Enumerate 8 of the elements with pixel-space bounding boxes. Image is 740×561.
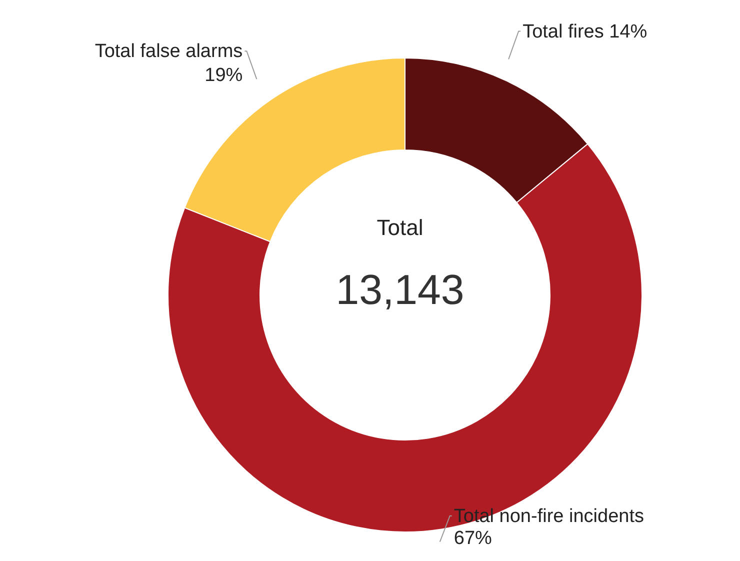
slice-label: Total false alarms [94, 41, 243, 62]
data-label: 67% [454, 528, 492, 549]
text: 13,143 [336, 266, 464, 313]
text: Total [376, 215, 424, 240]
data-label: 14% [609, 21, 648, 42]
data-label: 19% [204, 65, 243, 86]
slice-label: Total fires [522, 21, 604, 42]
slice-label: Total non-fire incidents [454, 506, 644, 527]
